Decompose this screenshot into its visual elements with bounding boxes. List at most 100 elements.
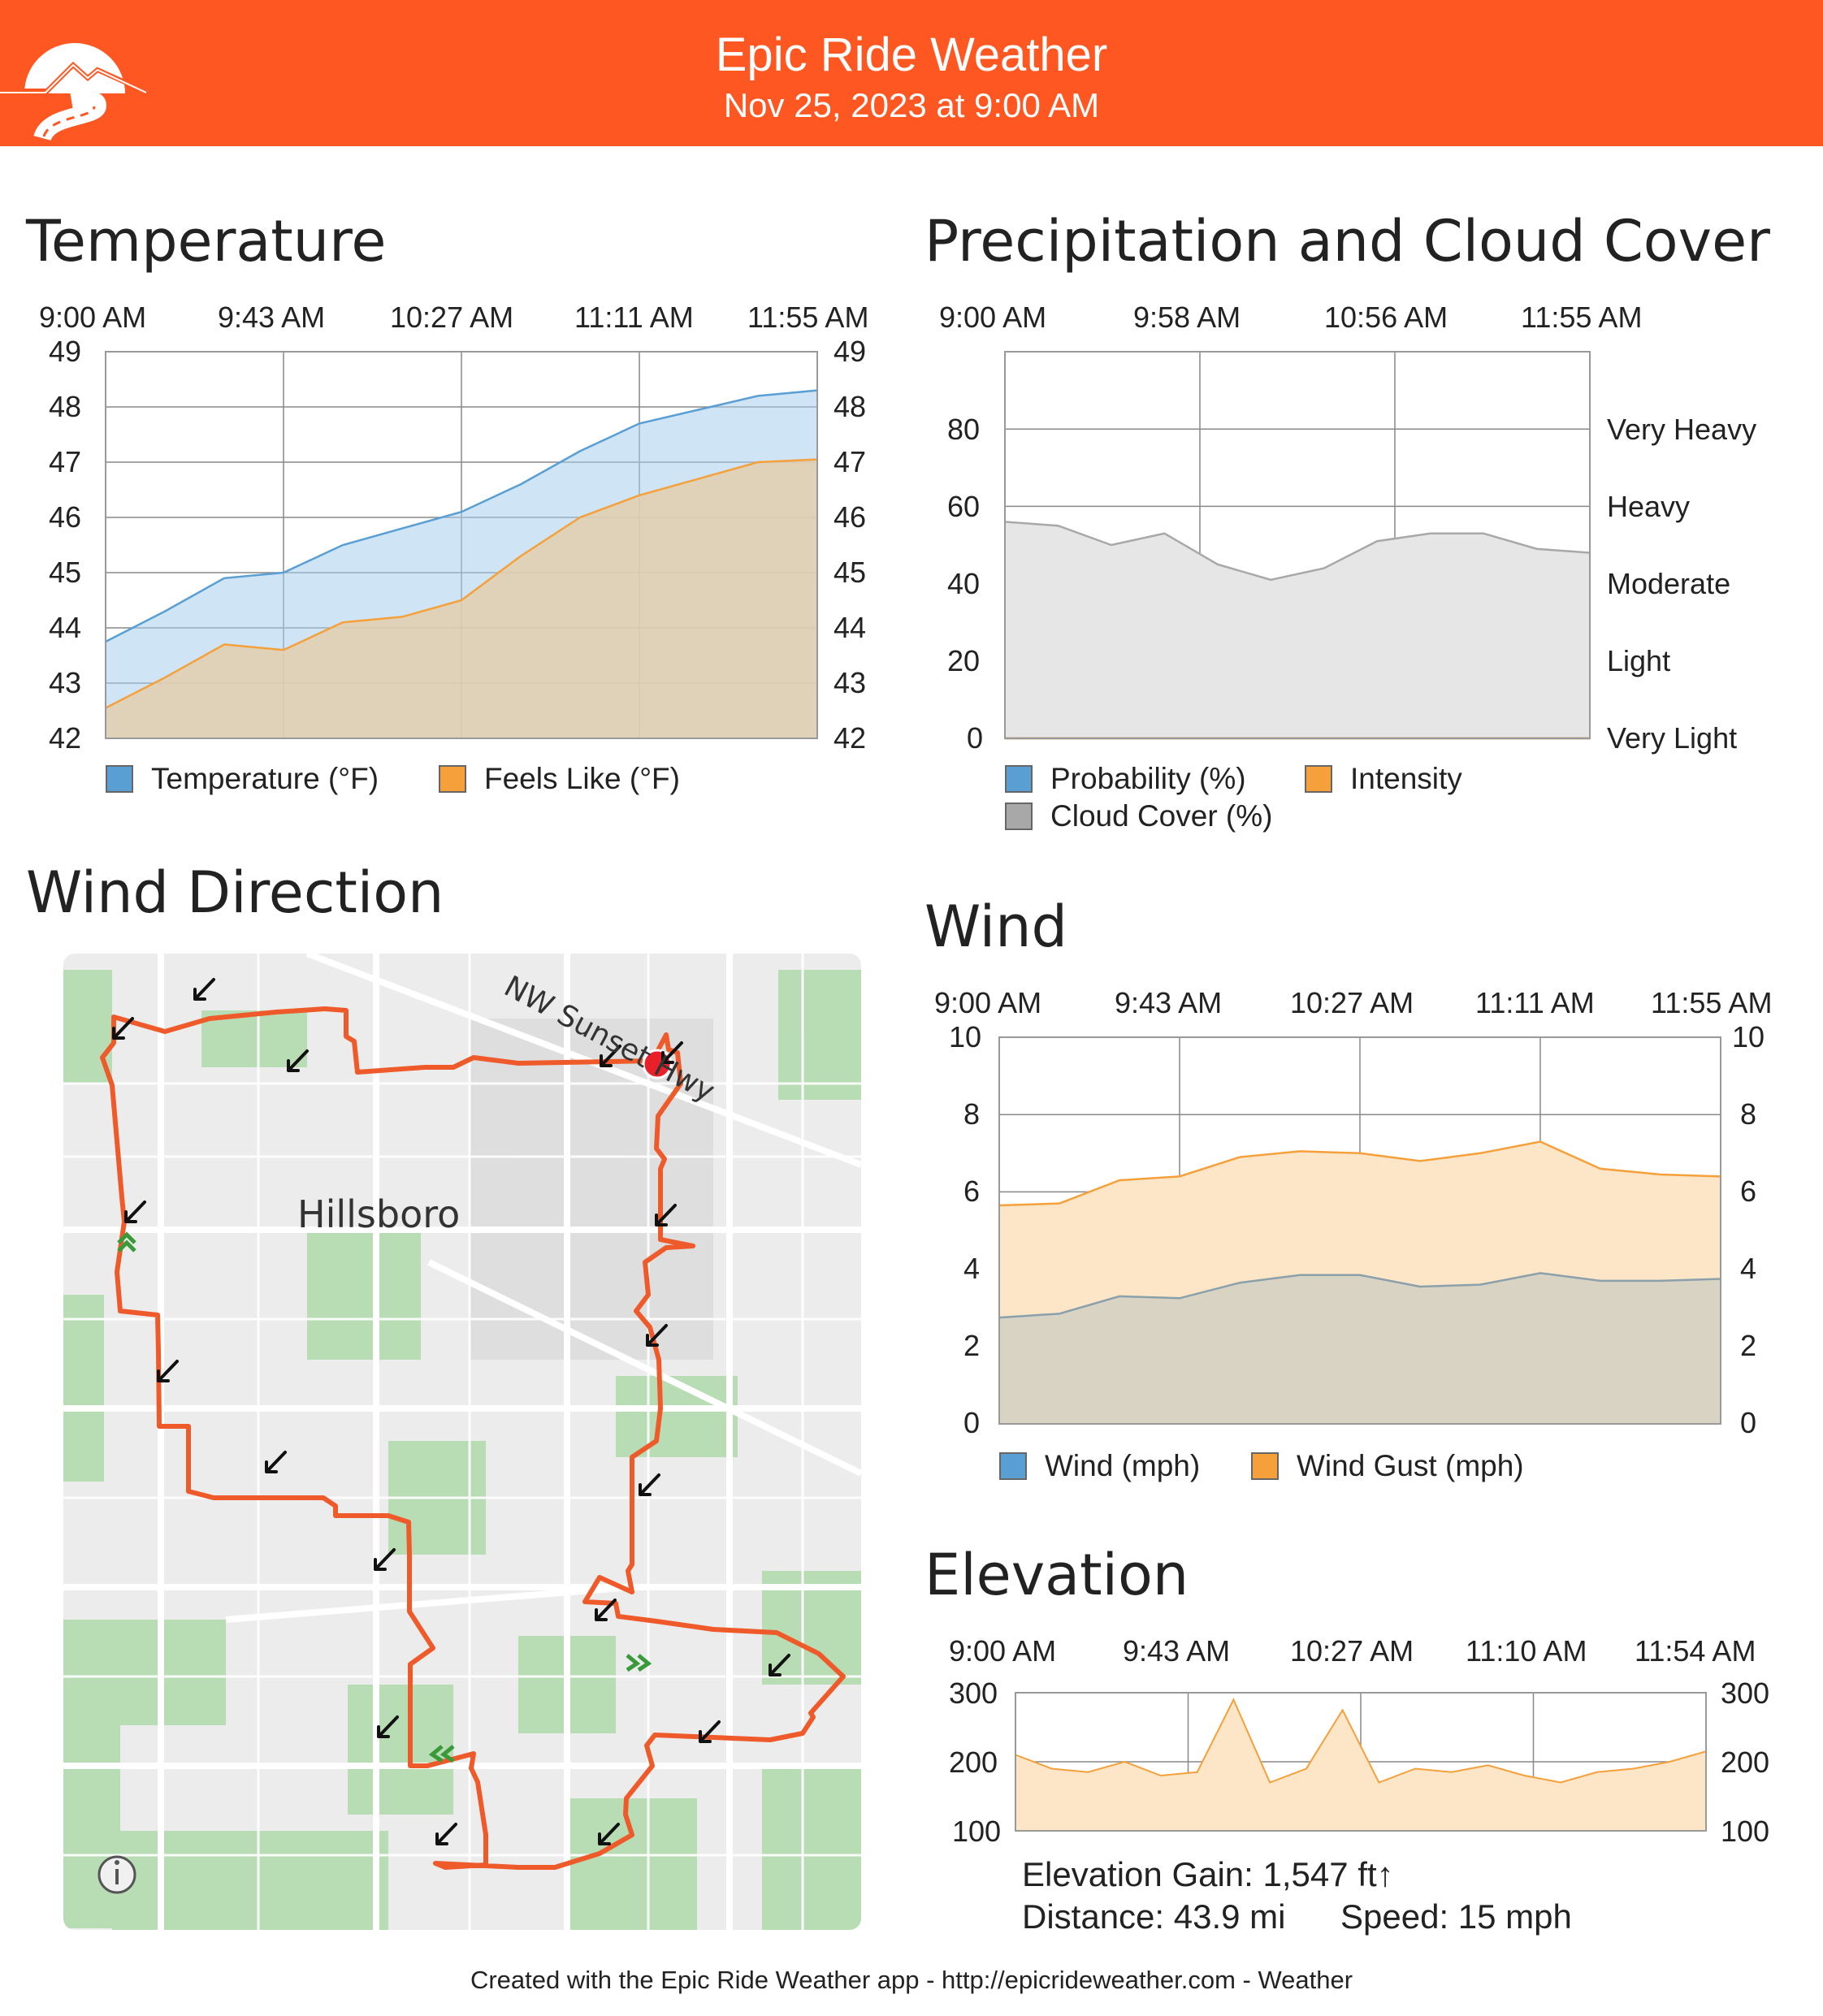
temperature-y-tick: 45 [49, 556, 82, 589]
temperature-y-tick: 43 [49, 666, 82, 699]
legend-probability: Probability (%) [1005, 762, 1246, 796]
wind-y-tick: 0 [963, 1406, 981, 1439]
wind-arrow-icon [595, 1599, 617, 1621]
wind-arrow-icon [193, 978, 215, 1001]
wind-arrow-icon [655, 1204, 677, 1226]
legend-swatch-wind-gust [1251, 1452, 1279, 1480]
elevation-x-tick: 10:27 AM [1290, 1634, 1414, 1668]
elevation-title: Elevation [924, 1542, 1189, 1608]
legend-label: Wind (mph) [1045, 1449, 1201, 1482]
legend-swatch-cloud-cover [1005, 803, 1033, 830]
route-map[interactable]: Hillsboro NW Sunset Hwy [63, 954, 861, 1930]
wind-arrow-icon [435, 1823, 457, 1845]
ride-speed: Speed: 15 mph [1340, 1897, 1572, 1936]
legend-cloud-cover: Cloud Cover (%) [1005, 799, 1272, 833]
legend-swatch-temperature [106, 765, 133, 793]
temperature-y-tick: 42 [834, 721, 867, 755]
legend-label: Temperature (°F) [151, 762, 379, 795]
ride-date: Nov 25, 2023 at 9:00 AM [723, 86, 1100, 124]
temperature-y-tick: 45 [834, 556, 867, 589]
elevation-y-tick: 100 [952, 1815, 1002, 1848]
wind-y-tick: 8 [963, 1097, 981, 1131]
temperature-y-tick: 43 [834, 666, 867, 699]
map-parks [63, 970, 861, 1930]
wind-arrows [112, 978, 790, 1845]
wind-arrow-icon [639, 1473, 660, 1496]
wind-y-tick: 2 [1740, 1329, 1757, 1362]
wind-arrow-icon [598, 1823, 620, 1845]
wind-arrow-icon [157, 1360, 179, 1382]
elevation-x-tick: 9:43 AM [1123, 1634, 1231, 1668]
wind-y-tick: 0 [1740, 1406, 1757, 1439]
legend-label: Cloud Cover (%) [1050, 799, 1273, 833]
intensity-label: Very Heavy [1607, 413, 1757, 446]
temperature-y-tick: 49 [834, 335, 867, 368]
elevation-x-tick: 11:54 AM [1635, 1634, 1756, 1668]
series-area [106, 459, 817, 738]
info-icon[interactable] [97, 1855, 136, 1894]
precip-y-tick: 80 [947, 413, 981, 446]
wind-x-tick: 9:00 AM [934, 986, 1042, 1019]
temperature-y-tick: 49 [49, 335, 82, 368]
wind-x-tick: 9:43 AM [1115, 986, 1223, 1019]
ride-route [100, 1006, 846, 1870]
legend-feels-like: Feels Like (°F) [439, 762, 680, 796]
elevation-gain: Elevation Gain: 1,547 ft↑ [1022, 1855, 1394, 1893]
series-line [1015, 1698, 1707, 1784]
temperature-chart [105, 351, 818, 739]
wind-x-tick: 11:11 AM [1475, 986, 1595, 1019]
ride-distance: Distance: 43.9 mi [1022, 1897, 1286, 1936]
footer-text: Created with the Epic Ride Weather app -… [470, 1966, 1353, 1994]
legend-label: Probability (%) [1050, 762, 1246, 795]
precip-y-tick: 0 [967, 721, 984, 755]
map-canvas [63, 954, 861, 1930]
temperature-x-tick: 10:27 AM [390, 301, 514, 334]
direction-chevron-icon [428, 1745, 455, 1763]
temperature-y-tick: 44 [834, 611, 867, 644]
elevation-y-tick: 300 [949, 1676, 998, 1710]
wind-y-tick: 10 [949, 1020, 982, 1053]
intensity-label: Light [1607, 644, 1671, 677]
temperature-y-tick: 44 [49, 611, 82, 644]
temperature-x-tick: 9:43 AM [218, 301, 326, 334]
wind-y-tick: 8 [1740, 1097, 1757, 1131]
temperature-x-tick: 11:55 AM [747, 301, 869, 334]
wind-arrow-icon [377, 1715, 399, 1738]
temperature-y-tick: 47 [834, 445, 867, 478]
wind-y-tick: 10 [1732, 1020, 1765, 1053]
intensity-label: Moderate [1607, 567, 1731, 600]
elevation-x-tick: 11:10 AM [1466, 1634, 1587, 1668]
wind-y-tick: 4 [963, 1252, 981, 1285]
wind-arrow-icon [600, 1045, 621, 1067]
elevation-chart [1015, 1692, 1707, 1832]
footer-credit: Created with the Epic Ride Weather app -… [0, 1966, 1823, 1995]
legend-label: Feels Like (°F) [484, 762, 680, 795]
precip-y-tick: 40 [947, 567, 981, 600]
series-area [1005, 521, 1590, 738]
wind-y-tick: 2 [963, 1329, 981, 1362]
temperature-y-tick: 42 [49, 721, 82, 755]
legend-swatch-feels-like [439, 765, 466, 793]
mountain-road-logo [0, 43, 147, 142]
wind-arrow-icon [265, 1451, 287, 1473]
plot-border [1004, 351, 1591, 739]
wind-chart [998, 1036, 1721, 1425]
wind-x-tick: 10:27 AM [1290, 986, 1414, 1019]
precip-title: Precipitation and Cloud Cover [924, 208, 1770, 275]
temperature-x-tick: 9:00 AM [39, 301, 147, 334]
precip-x-tick: 10:56 AM [1324, 301, 1448, 334]
wind-arrow-icon [699, 1720, 721, 1743]
direction-chevrons [117, 1231, 652, 1763]
wind-arrow-icon [374, 1548, 396, 1571]
app-title: Epic Ride Weather [715, 28, 1108, 81]
precip-y-tick: 20 [947, 644, 981, 677]
plot-border [1015, 1692, 1707, 1832]
temperature-y-tick: 47 [49, 445, 82, 478]
elevation-y-tick: 300 [1721, 1676, 1770, 1710]
wind-title: Wind [924, 893, 1067, 960]
legend-swatch-probability [1005, 765, 1033, 793]
wind-arrow-icon [769, 1654, 790, 1676]
elevation-x-tick: 9:00 AM [949, 1634, 1057, 1668]
direction-chevron-icon [626, 1654, 652, 1672]
wind-arrow-icon [661, 1041, 683, 1064]
